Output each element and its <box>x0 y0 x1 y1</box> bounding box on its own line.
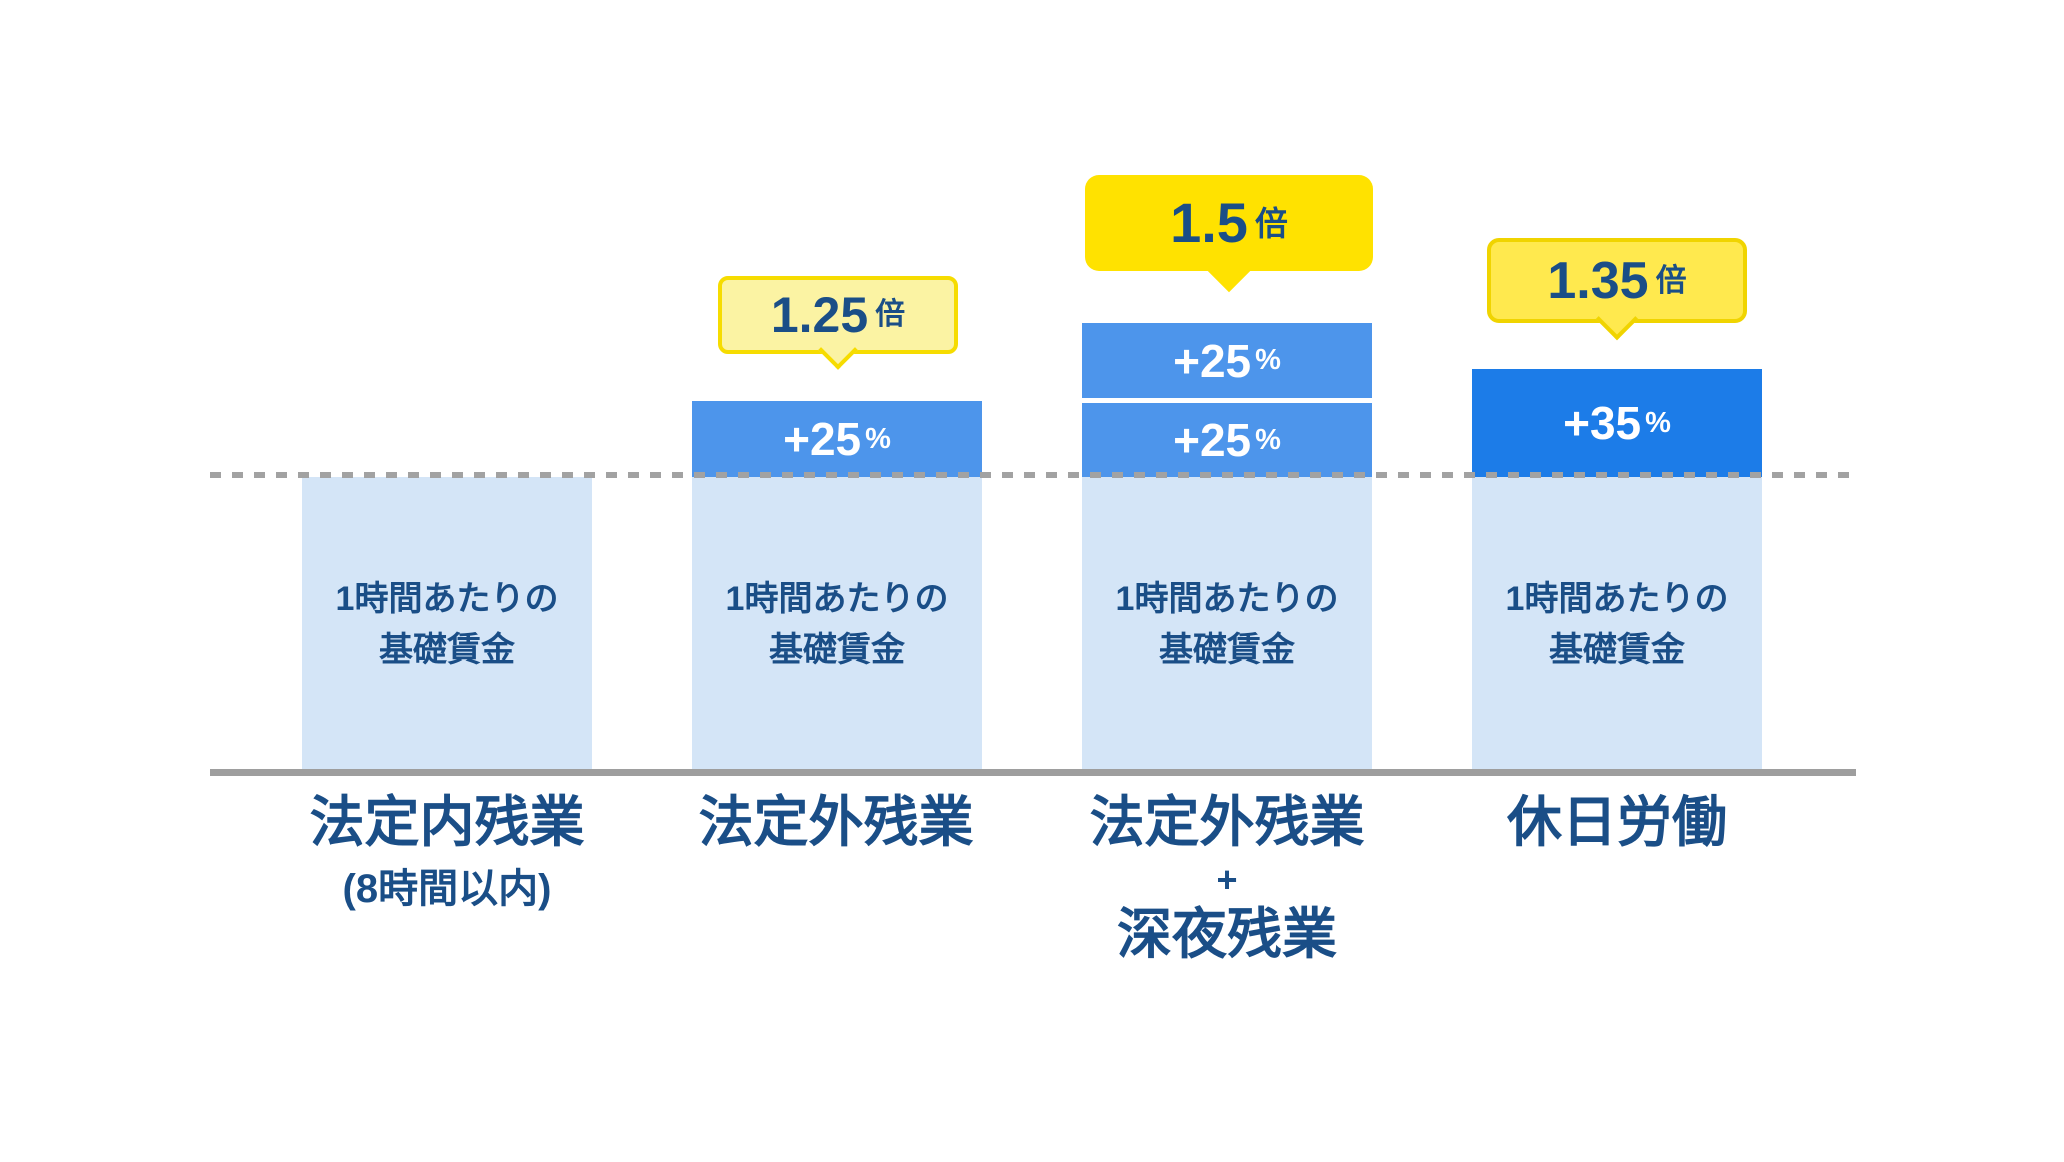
premium-value: +25 <box>783 413 862 465</box>
multiplier-value: 1.35 <box>1547 251 1649 310</box>
category-title-line2: 深夜残業 <box>1116 902 1337 965</box>
category-title: 休日労働 <box>1506 791 1727 853</box>
category-title: 法定内残業 <box>309 791 585 853</box>
premium-segment-overtime-25: +25 % <box>1082 403 1372 477</box>
premium-segment-overtime-25: +25 % <box>692 401 982 477</box>
premium-unit: % <box>1255 344 1281 376</box>
category-label-statutory-overtime: 法定外残業 <box>626 791 1046 854</box>
premium-unit: % <box>1255 423 1281 456</box>
premium-unit: % <box>1645 406 1671 439</box>
bar-overtime-plus-latenight-base: 1時間あたりの 基礎賃金 <box>1082 477 1372 772</box>
plus-sign: + <box>1216 858 1238 900</box>
badge-pointer <box>1207 249 1251 293</box>
base-wage-label-line1: 1時間あたりの <box>1115 580 1339 619</box>
bar-holiday-work-base: 1時間あたりの 基礎賃金 <box>1472 477 1762 772</box>
premium-value: +25 <box>1173 414 1252 466</box>
bar-statutory-overtime-base: 1時間あたりの 基礎賃金 <box>692 477 982 772</box>
premium-segment-holiday-35: +35 % <box>1472 369 1762 477</box>
base-wage-label-line2: 基礎賃金 <box>379 630 515 669</box>
multiplier-value: 1.5 <box>1170 191 1248 254</box>
category-title: 法定外残業 <box>698 791 974 853</box>
multiplier-badge-1-35: 1.35 倍 <box>1487 238 1747 341</box>
multiplier-badge-1-25: 1.25 倍 <box>718 276 958 370</box>
multiplier-unit: 倍 <box>875 298 906 331</box>
category-label-overtime-plus-latenight: 法定外残業 + 深夜残業 <box>1017 791 1437 965</box>
base-wage-label-line1: 1時間あたりの <box>1505 580 1729 619</box>
multiplier-badge-1-5: 1.5 倍 <box>1085 175 1373 293</box>
base-wage-label-line2: 基礎賃金 <box>1159 630 1295 669</box>
multiplier-value: 1.25 <box>770 287 869 343</box>
multiplier-unit: 倍 <box>1254 204 1288 242</box>
category-label-holiday-work: 休日労働 <box>1407 791 1827 854</box>
premium-value: +25 <box>1173 334 1252 387</box>
axis-baseline <box>210 769 1856 776</box>
premium-value: +35 <box>1563 397 1642 449</box>
category-label-legal-overtime: 法定内残業 (8時間以内) <box>237 791 657 911</box>
premium-segment-latenight-25: +25 % <box>1082 323 1372 398</box>
category-title: 法定外残業 <box>1089 791 1365 853</box>
category-subtitle: (8時間以内) <box>342 866 552 911</box>
base-wage-label-line1: 1時間あたりの <box>335 580 559 619</box>
base-wage-label-line2: 基礎賃金 <box>1549 630 1685 669</box>
premium-unit: % <box>865 422 891 455</box>
base-wage-label-line1: 1時間あたりの <box>725 580 949 619</box>
base-wage-reference-dashed-line <box>210 472 1856 478</box>
base-wage-label-line2: 基礎賃金 <box>769 630 905 669</box>
bar-legal-overtime-base: 1時間あたりの 基礎賃金 <box>302 477 592 772</box>
multiplier-unit: 倍 <box>1655 263 1687 298</box>
